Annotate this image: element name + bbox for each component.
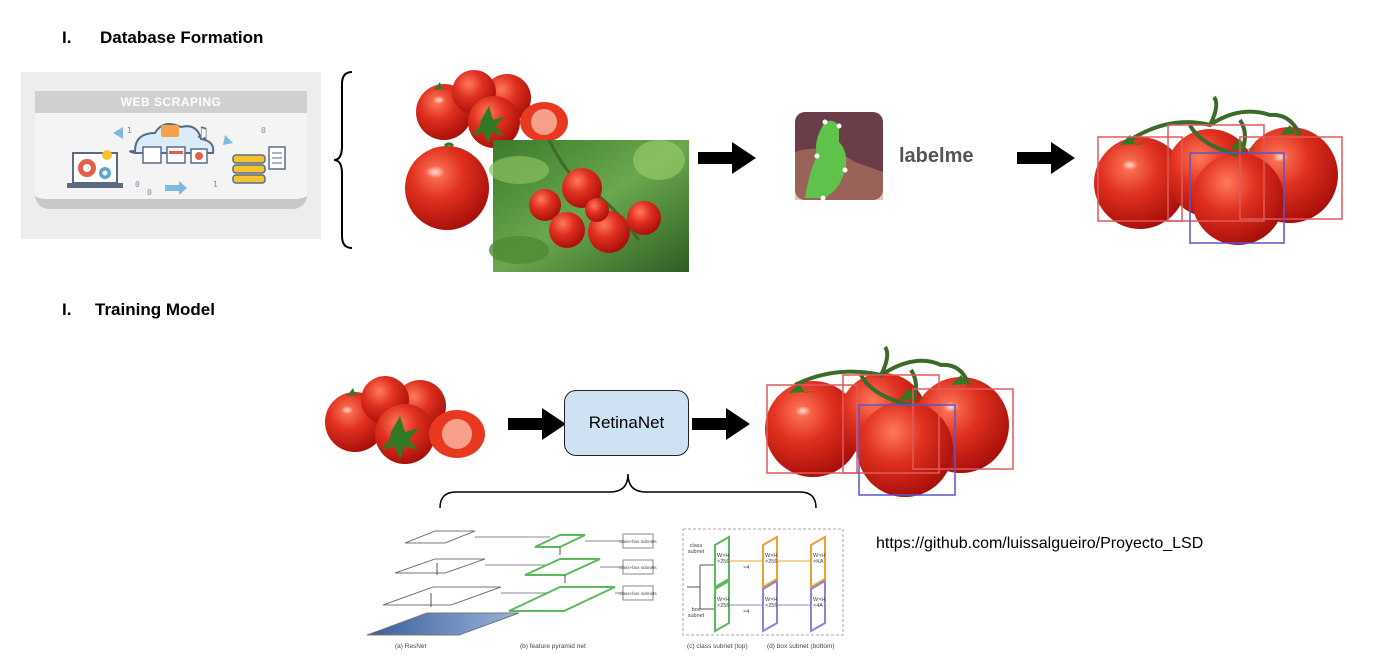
web-scraping-scene: ♫ 1 0 0 1 0 xyxy=(35,113,307,209)
brace-bottom xyxy=(439,473,817,509)
arrow-right-icon xyxy=(1017,142,1075,174)
tomato-cluster-photo xyxy=(399,60,584,148)
brace-left xyxy=(333,71,353,249)
retinanet-model-box: RetinaNet xyxy=(564,390,689,456)
svg-text:1: 1 xyxy=(127,126,132,135)
class-subnet-label: class subnet xyxy=(687,543,705,555)
block-label: W×H ×256 xyxy=(717,597,730,609)
scraping-icons: ♫ 1 0 0 1 0 xyxy=(67,123,286,197)
detected-tomatoes-image xyxy=(765,345,1014,497)
section-title: Training Model xyxy=(95,300,215,319)
annotated-tomatoes-image xyxy=(1094,95,1343,245)
section-number: I. xyxy=(62,300,72,319)
box-subnet-label: box subnet xyxy=(687,607,705,619)
caption-box-subnet: (d) box subnet (bottom) xyxy=(767,643,835,650)
bbox-blue xyxy=(1189,152,1285,244)
repository-link[interactable]: https://github.com/luissalgueiro/Proyect… xyxy=(876,535,1204,552)
bbox-red xyxy=(1239,136,1343,220)
svg-text:0: 0 xyxy=(261,126,266,135)
bbox-red xyxy=(842,374,940,474)
tomato-dataset-collage xyxy=(399,60,689,272)
bbox-red xyxy=(1097,136,1183,222)
subnet-tag-3: class+box subnets xyxy=(619,591,657,596)
svg-text:♫: ♫ xyxy=(195,123,209,142)
block-label: W×H ×256 xyxy=(717,553,730,565)
block-label: W×H ×256 xyxy=(765,553,778,565)
block-label: W×H ×KA xyxy=(813,553,826,565)
section-title: Database Formation xyxy=(100,28,264,47)
single-tomato-photo xyxy=(405,142,489,230)
bbox-red xyxy=(1167,124,1265,222)
web-scraping-banner: WEB SCRAPING xyxy=(35,91,307,113)
block-label: W×H ×4A xyxy=(813,597,826,609)
svg-text:0: 0 xyxy=(135,180,140,189)
arrow-right-icon xyxy=(698,142,756,174)
section-heading-database-formation: I. Database Formation xyxy=(62,28,263,48)
labelme-label: labelme xyxy=(899,145,974,167)
caption-class-subnet: (c) class subnet (top) xyxy=(687,643,748,650)
architecture-graphic: class+box subnets class+box subnets clas… xyxy=(366,528,844,636)
bbox-red xyxy=(766,384,858,474)
block-label: W×H ×256 xyxy=(765,597,778,609)
labelme-logo-icon xyxy=(795,112,883,200)
svg-text:1: 1 xyxy=(213,180,218,189)
caption-fpn: (b) feature pyramid net xyxy=(520,643,586,650)
svg-text:0: 0 xyxy=(147,188,152,197)
section-number: I. xyxy=(62,28,72,47)
section-heading-training-model: I. Training Model xyxy=(62,300,215,320)
retinanet-architecture-diagram: class+box subnets class+box subnets clas… xyxy=(365,525,850,653)
input-tomatoes-image xyxy=(305,360,495,488)
block-label: ×4 xyxy=(743,565,750,571)
tomato-vine-photo xyxy=(489,139,689,272)
block-label: ×4 xyxy=(743,609,750,615)
subnet-tag-2: class+box subnets xyxy=(619,565,657,570)
web-scraping-illustration: WEB SCRAPING ♫ 1 0 0 xyxy=(21,72,321,239)
caption-resnet: (a) ResNet xyxy=(395,643,427,650)
bbox-blue xyxy=(858,404,956,496)
arrow-right-icon xyxy=(692,408,750,440)
arrow-right-icon xyxy=(508,408,566,440)
subnet-tag-1: class+box subnets xyxy=(619,539,657,544)
bbox-red xyxy=(912,388,1014,470)
